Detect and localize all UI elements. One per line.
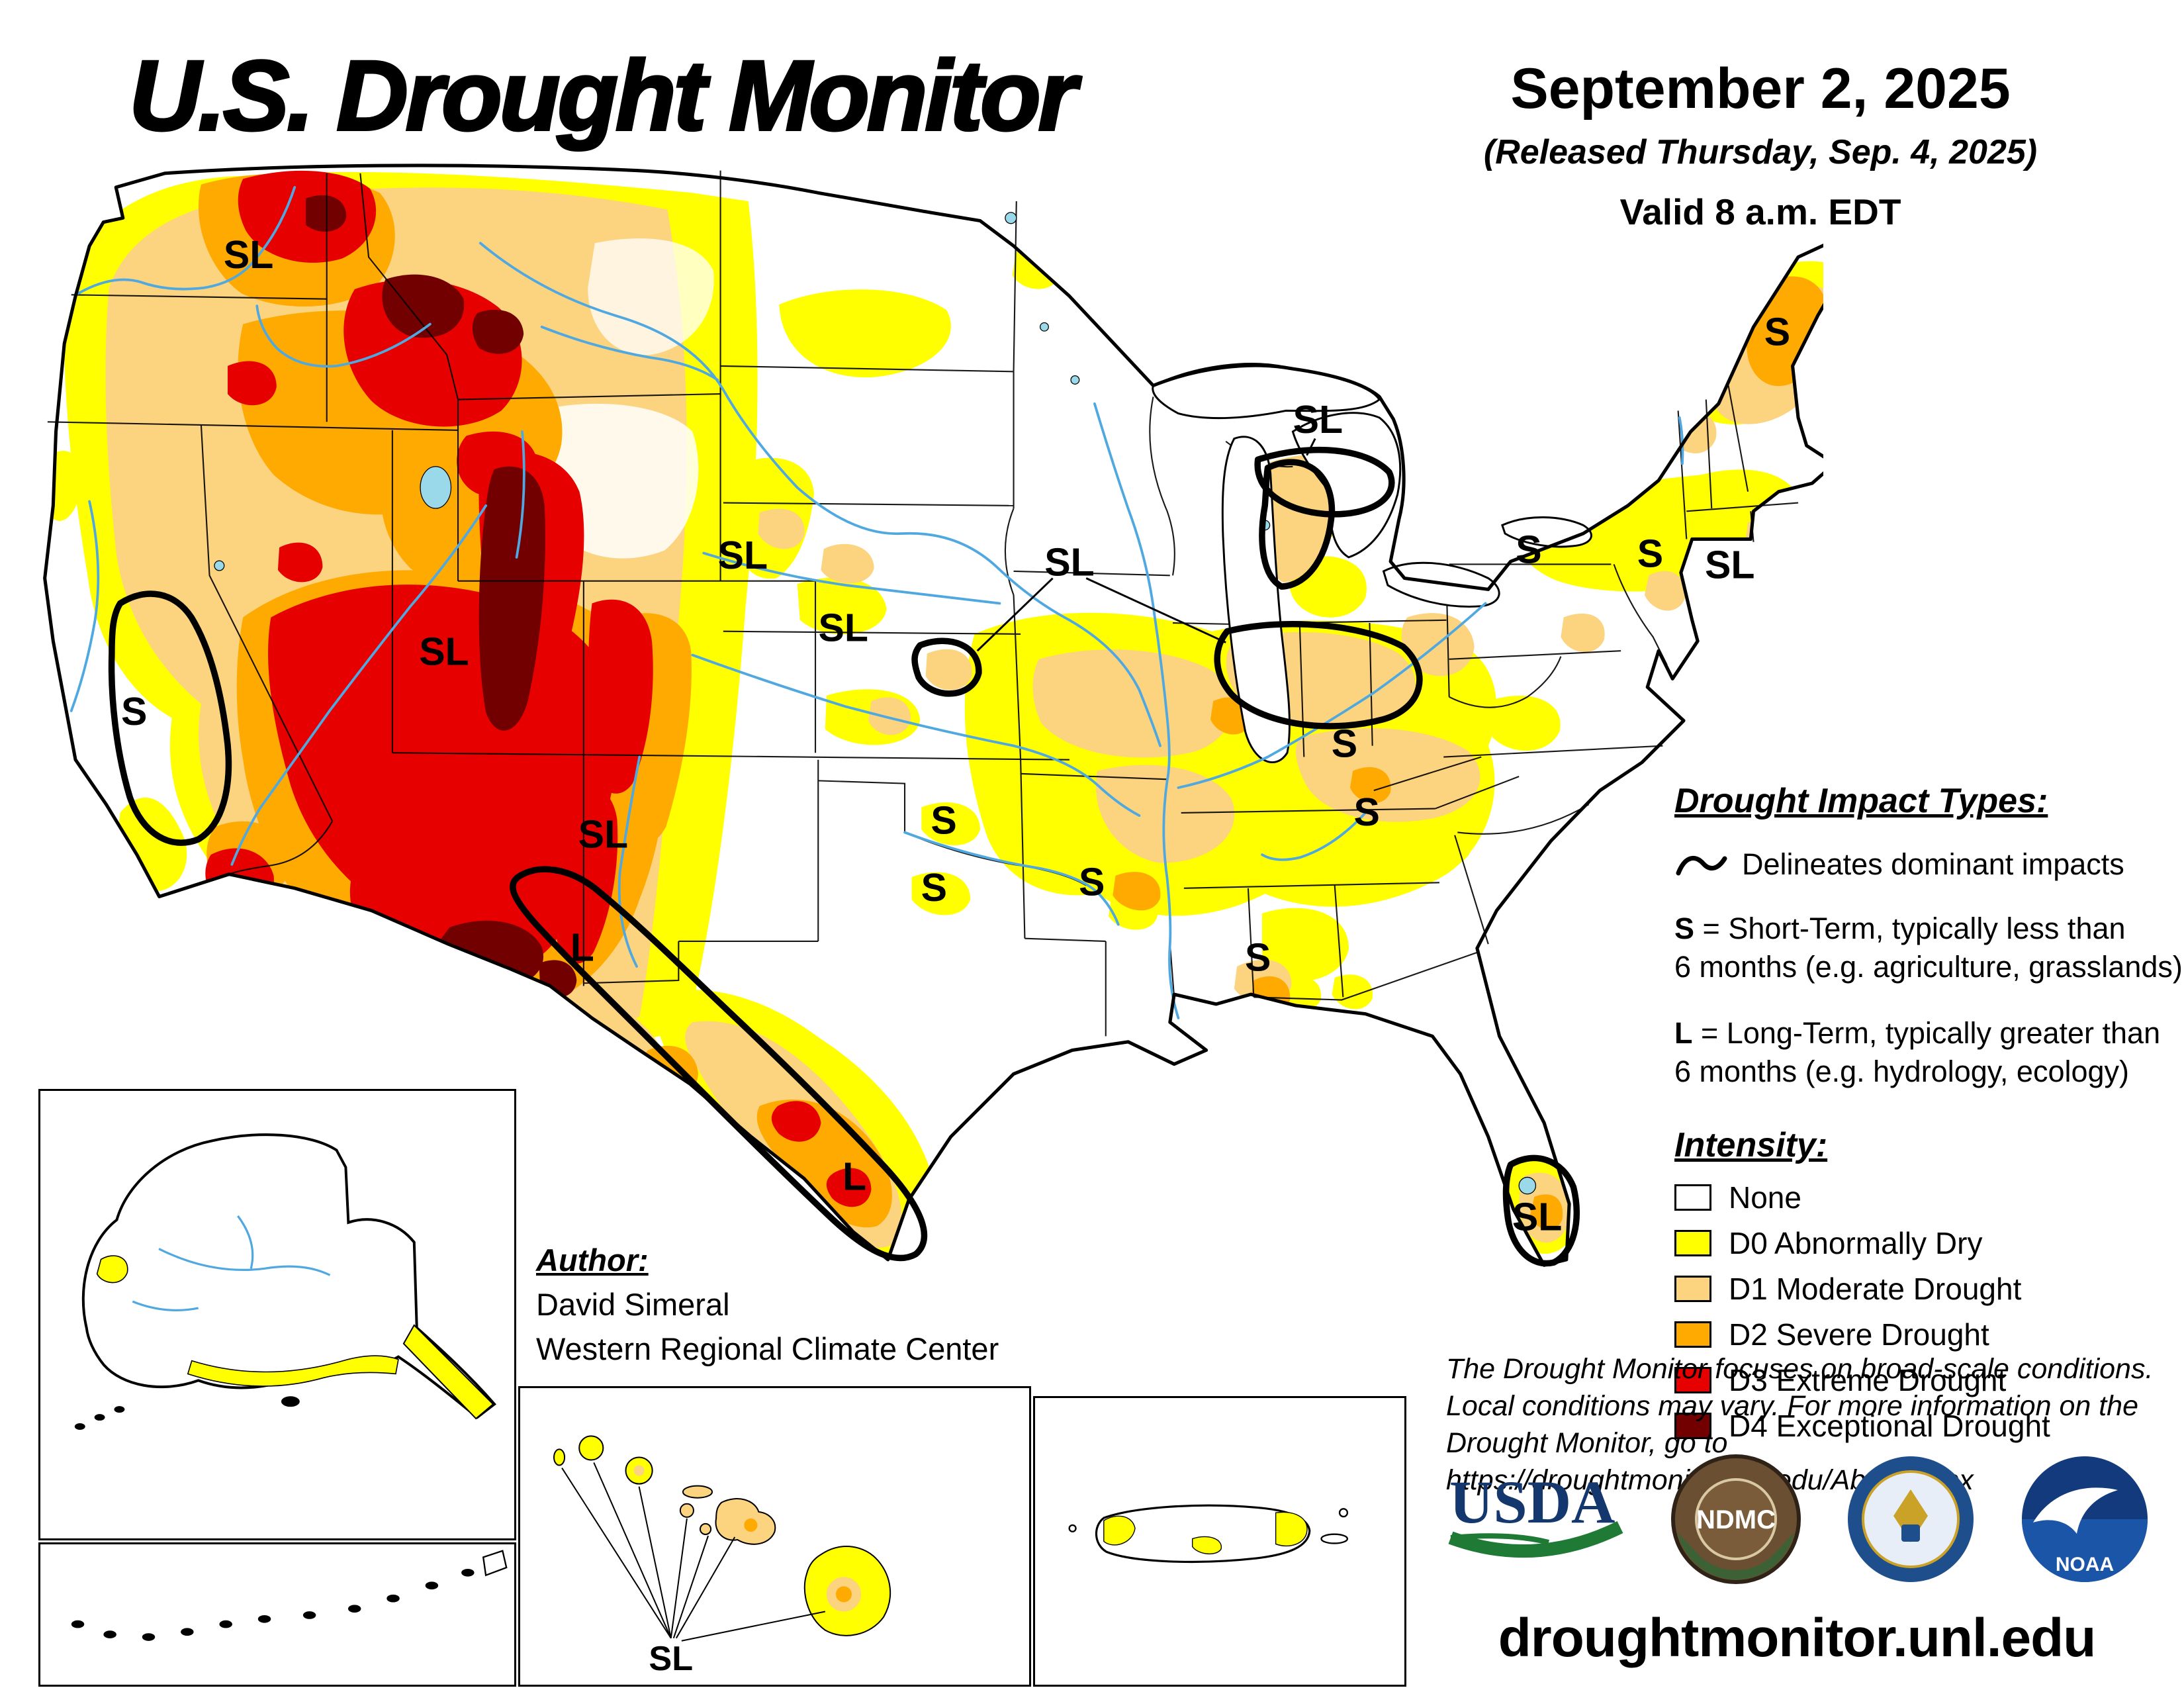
impact-def-short: S = Short-Term, typically less than 6 mo… (1674, 912, 2183, 984)
map-impact-label: S (1764, 310, 1790, 353)
legend-label: D1 Moderate Drought (1729, 1272, 2022, 1306)
legend-label: None (1729, 1180, 1801, 1215)
hawaii-impact-label: SL (649, 1640, 693, 1678)
delineation-row: Delineates dominant impacts (1674, 847, 2184, 882)
release-date: (Released Thursday, Sep. 4, 2025) (1483, 133, 2038, 171)
commerce-seal-logo (1844, 1453, 1977, 1585)
map-impact-label: SL (578, 813, 628, 857)
date-block: September 2, 2025 (Released Thursday, Se… (1456, 56, 2065, 233)
map-date: September 2, 2025 (1510, 57, 2011, 120)
rivers (69, 185, 1684, 1019)
author-org: Western Regional Climate Center (536, 1331, 999, 1366)
noaa-logo: NOAA (2019, 1453, 2151, 1585)
impact-delineation-outlines (108, 446, 1580, 1267)
map-impact-label: SL (818, 606, 868, 649)
map-impact-label: SL (224, 233, 273, 277)
legend-row: D4 Exceptional Drought (1674, 1408, 2184, 1444)
aleutians-inset (38, 1542, 516, 1687)
legend-row: D3 Extreme Drought (1674, 1362, 2184, 1398)
map-impact-label: SL (1512, 1196, 1562, 1239)
map-impact-label: S (121, 690, 147, 733)
legend-label: D3 Extreme Drought (1729, 1363, 2007, 1397)
map-impact-label: S (1637, 532, 1663, 576)
hawaii-leader-lines (561, 1462, 826, 1642)
map-impact-label: SL (419, 630, 469, 673)
author-block: Author: David Simeral Western Regional C… (536, 1242, 999, 1367)
legend-swatch (1674, 1230, 1711, 1256)
site-url: droughtmonitor.unl.edu (1498, 1608, 2097, 1668)
map-impact-label: S (1516, 528, 1541, 571)
legend-row: D2 Severe Drought (1674, 1317, 2184, 1352)
map-impact-label: S (931, 799, 956, 843)
state-boundaries (47, 170, 1799, 1037)
author-name: David Simeral (536, 1287, 730, 1322)
conus-map: SL S SL SL SL S S SL SL SL S S S S SL S S L S L SL (36, 159, 1823, 1291)
legend-swatch (1674, 1321, 1711, 1348)
legend-label: D0 Abnormally Dry (1729, 1226, 1983, 1260)
valid-time: Valid 8 a.m. EDT (1619, 191, 1901, 232)
ndmc-logo: NDMC (1670, 1453, 1802, 1585)
impact-def-long: L = Long-Term, typically greater than 6 … (1674, 1016, 2161, 1088)
delineation-squiggle-icon (1676, 855, 1727, 876)
map-impact-label: S (921, 866, 947, 910)
legend-swatch (1674, 1413, 1711, 1439)
author-heading: Author: (536, 1243, 649, 1278)
ndmc-logo-text: NDMC (1696, 1505, 1776, 1534)
legend-swatch (1674, 1184, 1711, 1211)
legend-row: D1 Moderate Drought (1674, 1271, 2184, 1307)
conus-outline (43, 164, 1823, 1267)
map-impact-label: S (1354, 790, 1380, 834)
map-impact-label: SL (1044, 540, 1094, 584)
impact-types-heading: Drought Impact Types: (1674, 782, 2048, 820)
usda-logo: USDA (1443, 1453, 1628, 1585)
map-impact-label: S (1079, 860, 1105, 904)
map-impact-label: S (1245, 935, 1271, 979)
label-leader-lines (976, 438, 1316, 652)
legend-swatch (1674, 1367, 1711, 1393)
legend-row: D0 Abnormally Dry (1674, 1225, 2184, 1261)
map-impact-label: L (842, 1154, 866, 1198)
map-impact-label: SL (1705, 543, 1754, 587)
puerto-rico-inset (1033, 1396, 1406, 1687)
legend-swatch (1674, 1276, 1711, 1302)
map-impact-label: S (1332, 722, 1357, 766)
legend-label: D2 Severe Drought (1729, 1317, 1989, 1352)
legend-label: D4 Exceptional Drought (1729, 1409, 2050, 1443)
usda-logo-text: USDA (1449, 1468, 1615, 1536)
legend-row: None (1674, 1180, 2184, 1215)
map-impact-label: L (570, 925, 594, 969)
map-impact-label: SL (718, 534, 768, 577)
logo-row: USDA NDMC (1443, 1453, 2151, 1585)
alaska-inset (38, 1089, 516, 1540)
intensity-legend: None D0 Abnormally Dry D1 Moderate Drought… (1674, 1180, 2184, 1444)
hawaii-islands (553, 1435, 891, 1636)
delineation-label: Delineates dominant impacts (1742, 847, 2124, 881)
hawaii-inset: SL (518, 1386, 1031, 1687)
page-title: U.S. Drought Monitor (128, 38, 1078, 152)
legend-panel: Drought Impact Types: Delineates dominan… (1674, 781, 2184, 1444)
intensity-heading: Intensity: (1674, 1126, 1828, 1164)
noaa-logo-text: NOAA (2056, 1554, 2114, 1575)
map-impact-label: SL (1293, 398, 1343, 442)
